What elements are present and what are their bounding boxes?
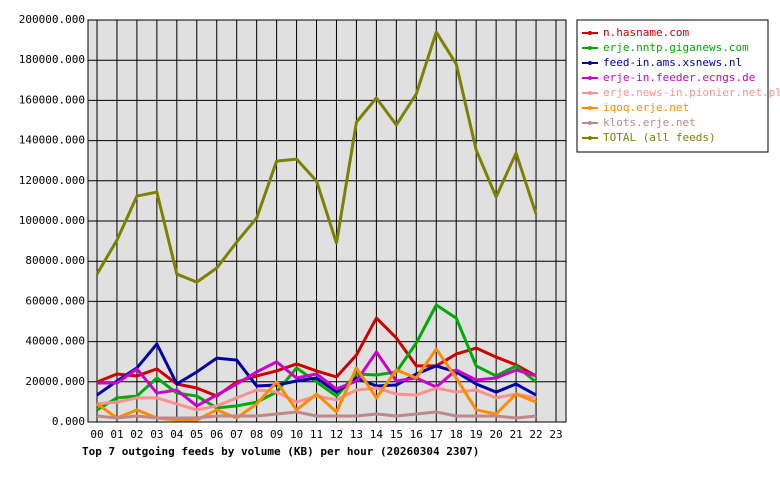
x-tick-label: 05 bbox=[190, 428, 203, 441]
x-tick-label: 08 bbox=[250, 428, 263, 441]
y-tick-label: 20000.000 bbox=[25, 375, 85, 388]
y-tick-label: 100000.000 bbox=[19, 214, 85, 227]
legend-label: TOTAL (all feeds) bbox=[603, 131, 716, 144]
legend-label: erje-in.feeder.ecngs.de bbox=[603, 71, 755, 84]
legend-label: feed-in.ams.xsnews.nl bbox=[603, 56, 742, 69]
legend-label: n.hasname.com bbox=[603, 26, 689, 39]
x-tick-label: 01 bbox=[110, 428, 123, 441]
y-tick-label: 200000.000 bbox=[19, 13, 85, 26]
series-line bbox=[97, 350, 537, 408]
series-line bbox=[96, 316, 537, 398]
x-tick-label: 21 bbox=[509, 428, 522, 441]
y-tick-label: 140000.000 bbox=[19, 134, 85, 147]
x-tick-label: 16 bbox=[410, 428, 423, 441]
x-tick-label: 09 bbox=[270, 428, 283, 441]
y-tick-label: 0.000 bbox=[52, 415, 85, 428]
legend-marker bbox=[588, 136, 592, 140]
legend-label: erje.news-in.pionier.net.pl bbox=[603, 86, 780, 99]
series-line bbox=[96, 303, 537, 412]
x-tick-label: 17 bbox=[430, 428, 443, 441]
x-tick-label: 15 bbox=[390, 428, 403, 441]
y-tick-label: 120000.000 bbox=[19, 174, 85, 187]
x-tick-label: 02 bbox=[130, 428, 143, 441]
legend-marker bbox=[588, 91, 592, 95]
legend bbox=[576, 19, 769, 153]
x-tick-label: 00 bbox=[90, 428, 103, 441]
legend-marker bbox=[588, 31, 592, 35]
legend-label: iqoq.erje.net bbox=[603, 101, 689, 114]
y-tick-label: 180000.000 bbox=[19, 53, 85, 66]
legend-label: klots.erje.net bbox=[603, 116, 696, 129]
x-tick-label: 07 bbox=[230, 428, 243, 441]
legend-label: erje.nntp.giganews.com bbox=[603, 41, 749, 54]
x-tick-label: 23 bbox=[549, 428, 562, 441]
legend-marker bbox=[588, 46, 592, 50]
series-line bbox=[96, 342, 537, 397]
x-tick-label: 03 bbox=[150, 428, 163, 441]
x-tick-label: 10 bbox=[290, 428, 303, 441]
y-tick-label: 160000.000 bbox=[19, 93, 85, 106]
x-tick-label: 19 bbox=[470, 428, 483, 441]
x-tick-label: 12 bbox=[330, 428, 343, 441]
chart-title: Top 7 outgoing feeds by volume (KB) per … bbox=[82, 445, 479, 458]
series-line bbox=[96, 410, 537, 420]
legend-marker bbox=[588, 61, 592, 65]
y-tick-label: 80000.000 bbox=[25, 254, 85, 267]
x-tick-label: 22 bbox=[529, 428, 542, 441]
legend-marker bbox=[588, 106, 592, 110]
y-tick-label: 40000.000 bbox=[25, 335, 85, 348]
series-line bbox=[95, 30, 538, 284]
x-tick-label: 18 bbox=[450, 428, 463, 441]
y-tick-label: 60000.000 bbox=[25, 294, 85, 307]
x-tick-label: 14 bbox=[370, 428, 384, 441]
legend-marker bbox=[588, 76, 592, 80]
x-tick-label: 11 bbox=[310, 428, 323, 441]
x-tick-label: 13 bbox=[350, 428, 363, 441]
x-tick-label: 20 bbox=[490, 428, 503, 441]
x-tick-label: 06 bbox=[210, 428, 223, 441]
x-tick-label: 04 bbox=[170, 428, 184, 441]
legend-marker bbox=[588, 121, 592, 125]
